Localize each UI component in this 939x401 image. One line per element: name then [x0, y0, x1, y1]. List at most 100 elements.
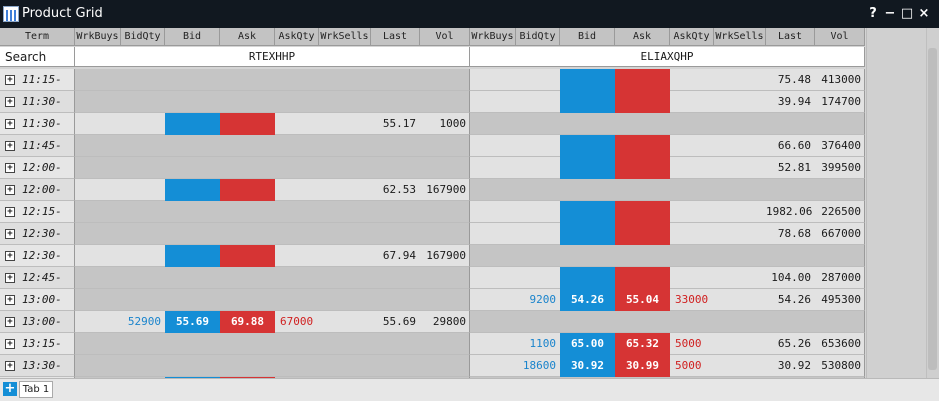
- ask-cell[interactable]: [615, 223, 670, 245]
- vol-cell[interactable]: 226500: [821, 205, 861, 218]
- ask-cell[interactable]: [615, 91, 670, 113]
- ask-cell[interactable]: [220, 113, 275, 135]
- bid-cell[interactable]: 55.69: [165, 311, 220, 333]
- vol-cell[interactable]: 530800: [821, 359, 861, 372]
- term-row-header[interactable]: +11:30-12: [0, 113, 75, 152]
- last-cell[interactable]: 55.17: [382, 117, 416, 130]
- column-header-vol[interactable]: Vol: [815, 28, 865, 46]
- vol-cell[interactable]: 174700: [821, 95, 861, 108]
- vol-cell[interactable]: 376400: [821, 139, 861, 152]
- ask-cell[interactable]: 65.32: [615, 333, 670, 355]
- vol-cell[interactable]: 399500: [821, 161, 861, 174]
- grid-row-eliaxqhp[interactable]: [470, 377, 865, 378]
- grid-row-eliaxqhp[interactable]: [470, 311, 865, 333]
- last-cell[interactable]: 67.94: [382, 249, 416, 262]
- column-header-bid[interactable]: Bid: [560, 28, 615, 46]
- term-row-header[interactable]: +11:15-11: [0, 69, 75, 108]
- bid-cell[interactable]: 54.26: [560, 289, 615, 311]
- bid-cell[interactable]: [560, 69, 615, 91]
- term-row-header[interactable]: +13:30-13: [0, 355, 75, 377]
- column-header-wrkbuys[interactable]: WrkBuys: [470, 28, 516, 46]
- expand-icon[interactable]: +: [5, 317, 15, 327]
- bid-cell[interactable]: [165, 113, 220, 135]
- term-row-header[interactable]: +12:45-13: [0, 267, 75, 306]
- bid-cell[interactable]: [560, 157, 615, 179]
- term-row-header[interactable]: +13:15-13: [0, 333, 75, 372]
- column-header-wrksells[interactable]: WrkSells: [319, 28, 371, 46]
- bid-cell[interactable]: [560, 201, 615, 223]
- add-tab-button[interactable]: +: [3, 381, 17, 396]
- grid-row-eliaxqhp[interactable]: [470, 179, 865, 201]
- grid-row-eliaxqhp[interactable]: [470, 113, 865, 135]
- expand-icon[interactable]: +: [5, 119, 15, 129]
- expand-icon[interactable]: +: [5, 251, 15, 261]
- last-cell[interactable]: 30.92: [777, 359, 811, 372]
- column-header-bidqty[interactable]: BidQty: [516, 28, 560, 46]
- vol-cell[interactable]: 167900: [426, 183, 466, 196]
- term-row-header[interactable]: +12:30-12: [0, 223, 75, 262]
- column-header-vol[interactable]: Vol: [420, 28, 470, 46]
- vol-cell[interactable]: 413000: [821, 73, 861, 86]
- last-cell[interactable]: 65.26: [777, 337, 811, 350]
- column-header-term[interactable]: Term: [0, 28, 75, 46]
- term-row-header[interactable]: +12:00-12: [0, 157, 75, 196]
- bid-cell[interactable]: [560, 91, 615, 113]
- ask-cell[interactable]: 55.04: [615, 289, 670, 311]
- askqty-cell[interactable]: 5000: [675, 359, 702, 372]
- ask-cell[interactable]: [615, 135, 670, 157]
- bid-cell[interactable]: [560, 223, 615, 245]
- last-cell[interactable]: 104.00: [771, 271, 811, 284]
- column-header-bidqty[interactable]: BidQty: [121, 28, 165, 46]
- ask-cell[interactable]: [220, 377, 275, 378]
- help-button[interactable]: ?: [869, 6, 877, 21]
- expand-icon[interactable]: +: [5, 97, 15, 107]
- grid-row-rtexhhp[interactable]: [75, 289, 470, 311]
- term-row-header[interactable]: +12:00-12: [0, 179, 75, 218]
- expand-icon[interactable]: +: [5, 75, 15, 85]
- grid-row-rtexhhp[interactable]: [75, 91, 470, 113]
- column-header-ask[interactable]: Ask: [615, 28, 670, 46]
- expand-icon[interactable]: +: [5, 163, 15, 173]
- bidqty-cell[interactable]: 1100: [529, 337, 557, 350]
- bidqty-cell[interactable]: 9200: [529, 293, 557, 306]
- ask-cell[interactable]: [615, 267, 670, 289]
- grid-row-rtexhhp[interactable]: [75, 135, 470, 157]
- expand-icon[interactable]: +: [5, 185, 15, 195]
- expand-icon[interactable]: +: [5, 273, 15, 283]
- last-cell[interactable]: 62.53: [382, 183, 416, 196]
- vol-cell[interactable]: 667000: [821, 227, 861, 240]
- ask-cell[interactable]: 69.88: [220, 311, 275, 333]
- column-header-wrkbuys[interactable]: WrkBuys: [75, 28, 121, 46]
- term-row-header[interactable]: +13:00-13: [0, 311, 75, 350]
- vol-cell[interactable]: 1000: [439, 117, 467, 130]
- term-row-header[interactable]: +12:30-13: [0, 245, 75, 284]
- askqty-cell[interactable]: 33000: [675, 293, 709, 306]
- grid-row-rtexhhp[interactable]: [75, 201, 470, 223]
- product-header[interactable]: ELIAXQHP: [470, 47, 865, 67]
- bid-cell[interactable]: [165, 245, 220, 267]
- vol-cell[interactable]: 287000: [821, 271, 861, 284]
- expand-icon[interactable]: +: [5, 229, 15, 239]
- close-button[interactable]: ×: [918, 6, 930, 21]
- vol-cell[interactable]: 495300: [821, 293, 861, 306]
- last-cell[interactable]: 75.48: [777, 73, 811, 86]
- grid-row-rtexhhp[interactable]: [75, 157, 470, 179]
- column-header-bid[interactable]: Bid: [165, 28, 220, 46]
- vertical-scrollbar-thumb[interactable]: [928, 48, 937, 370]
- ask-cell[interactable]: [220, 179, 275, 201]
- bid-cell[interactable]: [165, 179, 220, 201]
- term-row-header[interactable]: +12:15-12: [0, 201, 75, 240]
- askqty-cell[interactable]: 5000: [675, 337, 702, 350]
- last-cell[interactable]: 78.68: [777, 227, 811, 240]
- grid-row-rtexhhp[interactable]: [75, 267, 470, 289]
- vol-cell[interactable]: 167900: [426, 249, 466, 262]
- column-header-askqty[interactable]: AskQty: [670, 28, 714, 46]
- grid-row-rtexhhp[interactable]: [75, 69, 470, 91]
- grid-row-rtexhhp[interactable]: [75, 223, 470, 245]
- ask-cell[interactable]: [615, 157, 670, 179]
- last-cell[interactable]: 55.69: [382, 315, 416, 328]
- term-row-header[interactable]: +11:30-11: [0, 91, 75, 130]
- expand-icon[interactable]: +: [5, 295, 15, 305]
- ask-cell[interactable]: [615, 69, 670, 91]
- vol-cell[interactable]: 29800: [432, 315, 466, 328]
